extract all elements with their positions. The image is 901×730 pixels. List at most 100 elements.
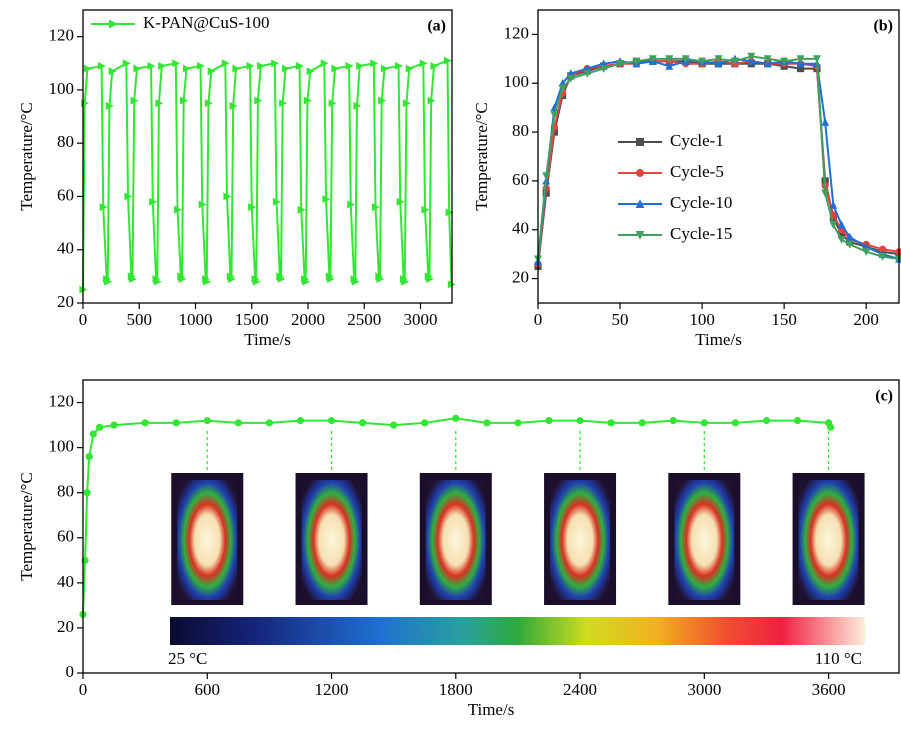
data-point [353, 101, 362, 110]
data-point [402, 99, 411, 108]
data-point [390, 421, 398, 429]
data-point [155, 99, 164, 108]
data-point [812, 55, 821, 64]
thermal-image-body [177, 480, 238, 600]
y-tick-label: 20 [57, 617, 74, 636]
y-tick-label: 100 [504, 72, 530, 91]
data-point [862, 248, 871, 257]
data-point [358, 419, 367, 427]
x-tick-label: 1000 [179, 310, 213, 329]
y-tick-label: 60 [57, 185, 74, 204]
y-tick-label: 100 [49, 437, 75, 456]
data-point [731, 419, 739, 427]
data-point [405, 64, 414, 73]
x-tick-label: 3000 [404, 310, 438, 329]
data-point [232, 64, 241, 73]
data-point [669, 416, 677, 425]
data-point [108, 67, 117, 76]
data-point [279, 99, 288, 108]
data-point [763, 55, 772, 64]
y-tick-label: 120 [49, 391, 75, 410]
data-line [82, 59, 453, 290]
data-point [780, 57, 789, 66]
legend-marker [636, 169, 644, 177]
data-point [327, 416, 336, 425]
data-point [326, 275, 335, 283]
data-point [172, 419, 180, 427]
data-point [714, 55, 723, 64]
data-point [445, 208, 454, 217]
data-point [829, 201, 838, 209]
data-point [172, 59, 181, 68]
y-axis-label: Temperature/°C [17, 472, 36, 581]
data-point [370, 59, 379, 68]
data-point [514, 419, 522, 427]
data-point [401, 277, 410, 286]
data-point [110, 421, 118, 429]
data-point [714, 59, 723, 68]
legend-marker [109, 19, 118, 29]
y-tick-label: 100 [49, 79, 75, 98]
panel-label: (a) [427, 18, 446, 35]
data-point [665, 61, 674, 70]
y-tick-label: 120 [49, 26, 75, 45]
data-point [542, 172, 551, 181]
data-point [223, 192, 232, 201]
x-tick-label: 200 [853, 310, 879, 329]
data-point [302, 277, 311, 286]
plot-frame [537, 9, 900, 304]
legend-label: Cycle-1 [670, 131, 724, 150]
x-tick-label: 2000 [291, 310, 325, 329]
panel-label: (b) [873, 18, 893, 35]
thermal-image-body [674, 480, 735, 600]
data-point [845, 240, 854, 249]
x-tick-label: 0 [79, 310, 88, 329]
data-point [153, 277, 162, 286]
data-point [124, 192, 133, 201]
data-point [829, 221, 838, 230]
data-point [85, 453, 93, 461]
data-point [665, 55, 674, 64]
data-point [638, 419, 646, 427]
data-point [104, 277, 113, 286]
data-point [246, 61, 255, 70]
data-point [545, 416, 553, 425]
panel-label: (c) [875, 388, 893, 405]
data-point [576, 416, 584, 425]
data-point [252, 277, 261, 286]
y-axis-label: Temperature/°C [472, 102, 491, 211]
y-tick-label: 20 [57, 292, 74, 311]
data-point [351, 277, 360, 286]
data-point [265, 419, 273, 427]
data-point [558, 84, 567, 93]
data-point [198, 200, 207, 209]
data-point [204, 99, 213, 108]
data-point [83, 489, 91, 497]
y-tick-label: 40 [57, 572, 74, 591]
data-point [730, 57, 739, 66]
data-point [443, 56, 452, 65]
thermal-image-body [301, 480, 362, 600]
data-point [747, 52, 756, 61]
data-point [648, 55, 657, 64]
data-point [296, 416, 305, 425]
data-point [147, 61, 156, 70]
data-point [747, 56, 756, 65]
data-point [128, 275, 137, 283]
data-point [793, 416, 802, 425]
x-tick-label: 600 [195, 680, 221, 699]
data-point [248, 203, 257, 212]
data-point [566, 74, 575, 83]
data-point [700, 419, 708, 427]
data-point [421, 205, 430, 214]
x-tick-label: 100 [689, 310, 715, 329]
data-point [295, 61, 304, 70]
y-tick-label: 60 [512, 170, 529, 189]
data-point [97, 61, 106, 70]
data-point [105, 101, 114, 110]
plot-frame [82, 9, 453, 304]
data-point [221, 59, 230, 68]
data-point [320, 59, 329, 68]
colorbar-label: 25 °C [168, 649, 207, 668]
data-point [277, 275, 286, 283]
